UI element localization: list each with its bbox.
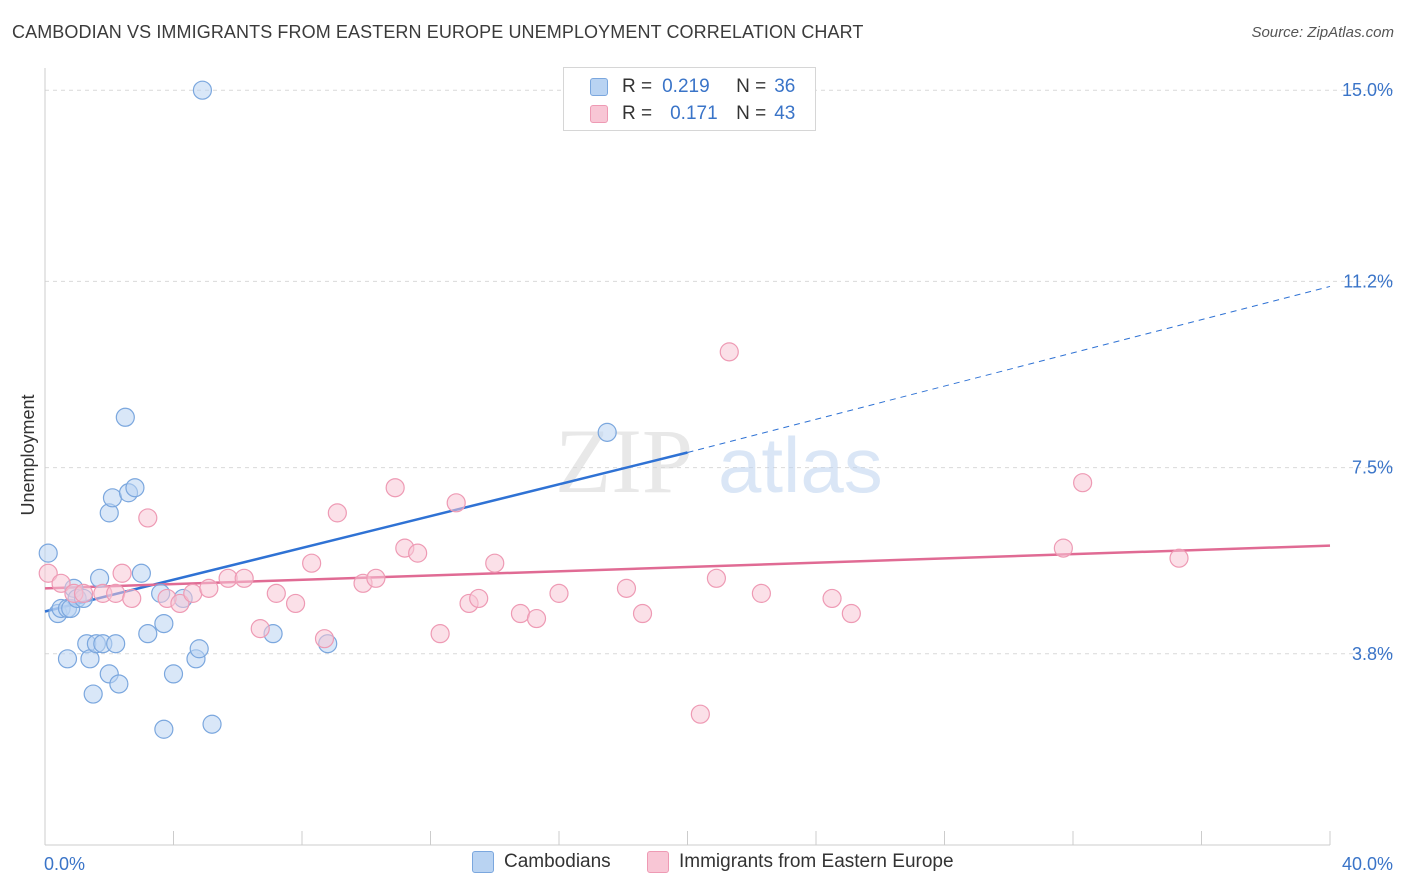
eastern-europe-point [469, 588, 489, 609]
eastern-europe-point [822, 588, 842, 609]
x-tick-label: 40.0% [1342, 854, 1393, 874]
legend-n-value: 43 [774, 103, 796, 124]
eastern-europe-point [1073, 473, 1093, 493]
y-axis-label: Unemployment [18, 394, 38, 515]
cambodian-point [154, 719, 174, 739]
correlation-legend: R = 0.219 N = 36 R = 0.171 N = 43 [563, 67, 816, 131]
x-tick-labels: 0.0% 40.0% [44, 854, 1393, 874]
cambodian-point [109, 674, 129, 694]
eastern-europe-point [183, 583, 203, 603]
cambodian-point [192, 80, 213, 100]
eastern-europe-point [690, 704, 710, 724]
legend-swatch-pink [590, 105, 608, 123]
eastern-europe-point [719, 342, 739, 362]
eastern-europe-point [366, 568, 386, 588]
eastern-europe-point [112, 563, 132, 583]
cambodian-point [163, 664, 184, 684]
bottom-legend-swatch-pink [647, 851, 669, 873]
y-tick-label: 7.5% [1352, 458, 1393, 478]
cambodian-point [83, 684, 103, 704]
eastern-europe-point [38, 563, 58, 583]
cambodian-point [597, 422, 617, 442]
eastern-europe-point [266, 583, 286, 603]
eastern-europe-point [526, 608, 547, 629]
eastern-europe-point [549, 583, 569, 603]
eastern-europe-point [616, 578, 637, 598]
grid-lines [45, 89, 1395, 655]
legend-row-eastern-europe: R = 0.171 N = 43 [590, 102, 795, 126]
data-points [38, 80, 1189, 739]
eastern-europe-point [751, 583, 771, 603]
eastern-europe-point [170, 593, 190, 614]
eastern-europe-point [430, 624, 450, 644]
y-tick-label: 3.8% [1352, 644, 1393, 664]
legend-r-value: 0.219 [662, 76, 710, 97]
y-tick-labels: 3.8% 7.5% 11.2% 15.0% [1342, 80, 1393, 664]
legend-row-cambodians: R = 0.219 N = 36 [590, 75, 795, 99]
watermark: ZIP atlas [555, 410, 883, 512]
cambodian-point [189, 639, 209, 659]
trend-lines [44, 285, 1331, 613]
cambodian-point [115, 407, 135, 427]
bottom-legend-swatch-blue [472, 851, 494, 873]
eastern-europe-point [510, 603, 531, 624]
bottom-legend-eastern-europe: Immigrants from Eastern Europe [647, 851, 954, 873]
cambodian-point [102, 488, 123, 508]
eastern-europe-point [1053, 538, 1073, 558]
eastern-europe-point [218, 568, 238, 588]
eastern-europe-point [285, 593, 306, 614]
bottom-legend-label: Cambodians [504, 851, 611, 872]
bottom-legend-cambodians: Cambodians [472, 851, 611, 873]
legend-r-value: 0.171 [670, 103, 718, 124]
legend-n-value: 36 [774, 76, 796, 97]
eastern-europe-point [302, 553, 322, 573]
bottom-legend-label: Immigrants from Eastern Europe [679, 851, 954, 872]
source-label: Source: ZipAtlas.com [1251, 24, 1394, 41]
axes [44, 68, 1331, 846]
cambodian-point [131, 563, 151, 583]
eastern-europe-point [122, 588, 142, 609]
cambodian-point [138, 624, 158, 644]
legend-r-label: R = [622, 103, 653, 124]
legend-n-label: N = [736, 76, 767, 97]
eastern-europe-point [327, 503, 347, 523]
cambodian-point [38, 543, 58, 563]
eastern-europe-point [314, 629, 335, 649]
x-tick-label: 0.0% [44, 854, 85, 874]
cambodian-point [125, 478, 145, 498]
y-tick-label: 15.0% [1342, 80, 1393, 100]
eastern-europe-point [1169, 548, 1189, 568]
cambodian-trend-extension [687, 285, 1331, 453]
eastern-europe-trend-line [44, 544, 1331, 590]
eastern-europe-point [841, 603, 861, 624]
eastern-europe-point [446, 493, 466, 513]
y-tick-label: 11.2% [1343, 271, 1393, 291]
eastern-europe-point [632, 603, 653, 624]
eastern-europe-point [106, 583, 126, 603]
watermark-atlas: atlas [718, 421, 883, 509]
eastern-europe-point [706, 568, 727, 588]
eastern-europe-point [199, 578, 219, 598]
eastern-europe-point [234, 568, 254, 588]
chart-title: CAMBODIAN VS IMMIGRANTS FROM EASTERN EUR… [12, 22, 864, 42]
eastern-europe-point [51, 573, 71, 593]
watermark-zip: ZIP [555, 410, 693, 512]
eastern-europe-point [408, 543, 428, 563]
legend-r-label: R = [622, 76, 653, 97]
legend-swatch-blue [590, 78, 608, 96]
cambodian-point [57, 649, 78, 669]
eastern-europe-point [138, 508, 158, 528]
eastern-europe-point [485, 553, 505, 573]
eastern-europe-point [73, 583, 94, 603]
eastern-europe-point [385, 478, 405, 498]
cambodian-point [154, 613, 174, 634]
cambodian-point [202, 714, 222, 734]
legend-n-label: N = [736, 103, 767, 124]
cambodian-point [106, 634, 126, 654]
eastern-europe-point [250, 619, 270, 639]
